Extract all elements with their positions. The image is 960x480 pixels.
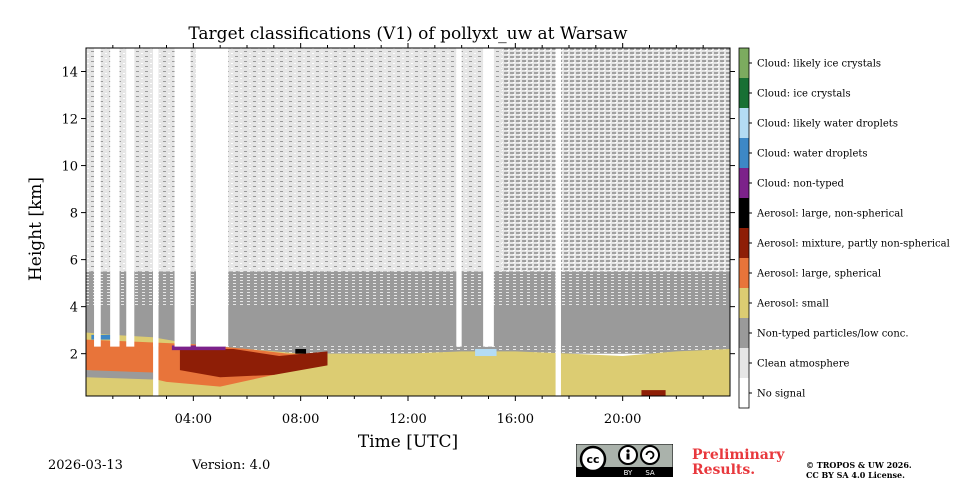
legend-label: Aerosol: small [756, 299, 829, 310]
legend-swatch [739, 198, 749, 228]
sharealike-icon [640, 445, 660, 465]
legend-label: Non-typed particles/low conc. [757, 329, 909, 340]
legend-swatch [739, 228, 749, 258]
legend-label: Cloud: likely ice crystals [757, 59, 881, 70]
legend-swatch [739, 138, 749, 168]
cc-by-text: BY [624, 469, 633, 477]
colorbar-frame [738, 47, 750, 409]
cc-license-badge: cc BY SA [576, 444, 673, 477]
legend-label: Cloud: likely water droplets [757, 119, 898, 130]
y-tick-label: 4 [70, 301, 78, 316]
legend-label: No signal [757, 389, 805, 400]
no-signal-gap [153, 48, 159, 396]
no-signal-gap [555, 48, 561, 396]
aerosol-large-nonspherical-patch [295, 348, 307, 354]
legend-swatch [739, 258, 749, 288]
no-signal-gap [94, 48, 101, 347]
no-signal-gap [456, 48, 462, 347]
aerosol-mixture-patch [641, 390, 666, 396]
copyright-notice: © TROPOS & UW 2026. CC BY SA 4.0 License… [806, 460, 912, 480]
legend-swatch [739, 78, 749, 108]
x-tick-label: 12:00 [389, 412, 426, 427]
svg-text:cc: cc [586, 453, 599, 466]
x-tick-label: 20:00 [604, 412, 641, 427]
legend-label: Aerosol: large, non-spherical [756, 209, 903, 220]
legend-swatch [739, 318, 749, 348]
legend-swatch [739, 168, 749, 198]
no-signal-gap [174, 48, 191, 347]
no-signal-gap [126, 48, 135, 347]
non-typed-low-band [86, 370, 154, 380]
non-typed-dense-layer [86, 306, 730, 345]
legend-label: Clean atmosphere [757, 359, 850, 370]
x-axis-label: Time [UTC] [357, 432, 459, 452]
y-tick-label: 8 [70, 207, 78, 222]
legend-label: Cloud: water droplets [757, 149, 868, 160]
x-tick-label: 08:00 [282, 412, 319, 427]
legend-swatch [739, 378, 749, 408]
legend-label: Aerosol: large, spherical [756, 269, 881, 280]
cloud-likely-water-patch [475, 348, 497, 357]
version-label: Version: 4.0 [192, 458, 271, 473]
cloud-water-patch [91, 334, 113, 340]
legend-swatch [739, 108, 749, 138]
legend-swatch [739, 288, 749, 318]
no-signal-gap [196, 48, 229, 347]
y-tick-label: 12 [61, 113, 78, 128]
legend-label: Cloud: ice crystals [757, 89, 851, 100]
aerosol-large-spherical-patch [86, 348, 140, 364]
legend-label: Cloud: non-typed [757, 179, 845, 190]
legend-swatch [739, 348, 749, 378]
date-label: 2026-03-13 [48, 458, 123, 473]
y-tick-label: 10 [61, 160, 78, 175]
y-axis-label: Height [km] [26, 176, 46, 282]
no-signal-gap [483, 48, 494, 347]
y-tick-label: 2 [70, 348, 78, 363]
cc-sa-text: SA [645, 469, 655, 477]
non-typed-noise-region [501, 48, 730, 272]
preliminary-notice: Preliminary Results. [692, 447, 785, 478]
aerosol-mixture-layer [179, 348, 328, 378]
legend-label: Aerosol: mixture, partly non-spherical [756, 239, 950, 250]
cc-icon [579, 445, 607, 473]
y-tick-label: 6 [70, 254, 78, 269]
y-tick-label: 14 [61, 66, 78, 81]
chart-title: Target classifications (V1) of pollyxt_u… [188, 24, 628, 44]
x-tick-label: 04:00 [175, 412, 212, 427]
legend-swatch [739, 48, 749, 78]
cloud-nontyped-patch [171, 345, 226, 351]
no-signal-gap [110, 48, 120, 347]
x-tick-label: 16:00 [497, 412, 534, 427]
